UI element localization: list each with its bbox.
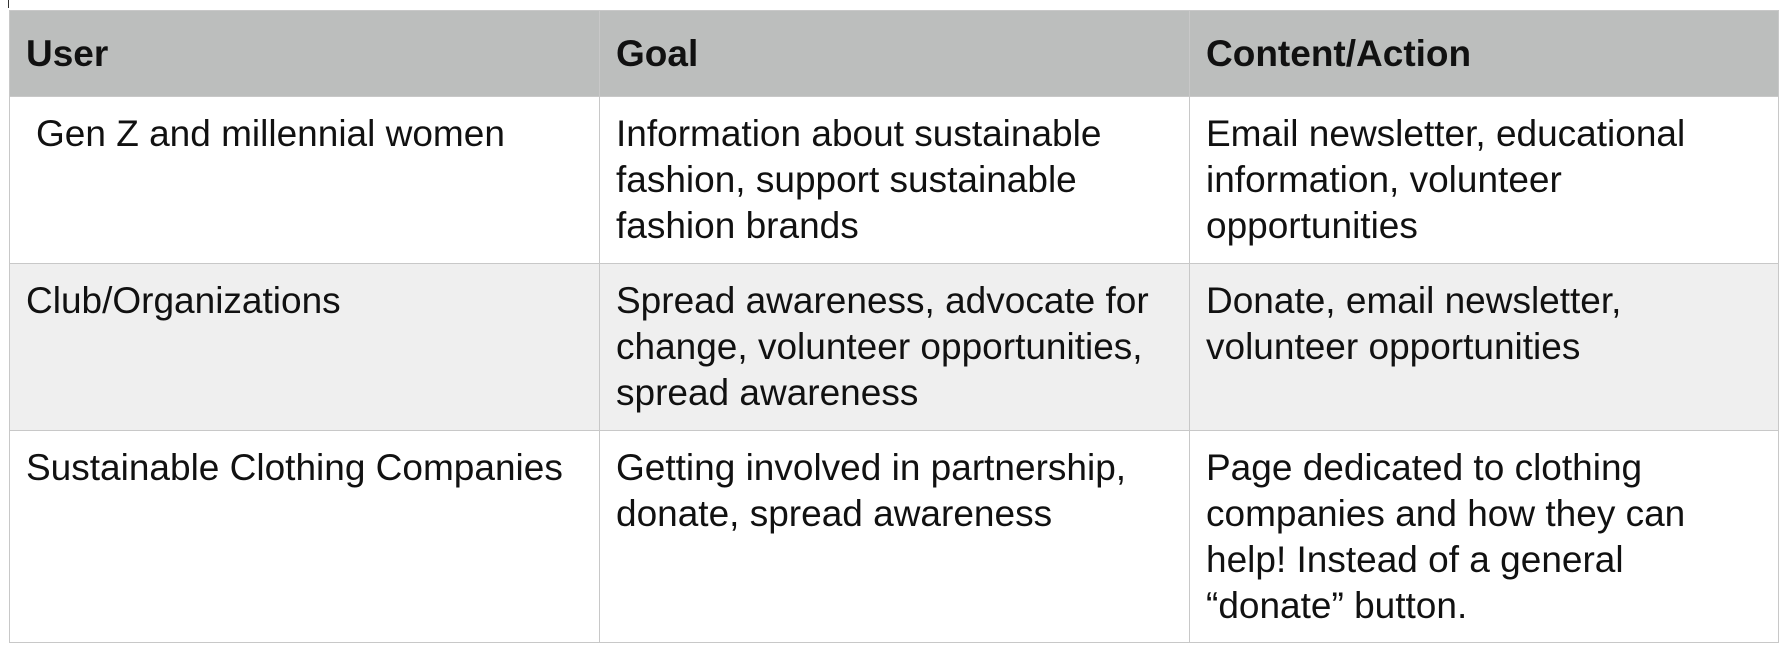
table-row: Gen Z and millennial women Information a… [9, 96, 1779, 264]
cell-content-action: Donate, email newsletter, volunteer oppo… [1189, 263, 1779, 431]
header-goal: Goal [599, 10, 1190, 97]
user-goals-table: User Goal Content/Action Gen Z and mille… [9, 10, 1779, 643]
text-cursor [8, 0, 9, 8]
header-content-action: Content/Action [1189, 10, 1779, 97]
cell-goal: Getting involved in partnership, donate,… [599, 430, 1190, 643]
table-header: User Goal Content/Action [9, 10, 1779, 97]
cell-goal: Information about sustainable fashion, s… [599, 96, 1190, 264]
cell-user: Sustainable Clothing Companies [9, 430, 600, 643]
cell-user-text: Gen Z and millennial women [36, 113, 505, 154]
cell-user: Gen Z and millennial women [9, 96, 600, 264]
table-row: Sustainable Clothing Companies Getting i… [9, 430, 1779, 643]
header-row: User Goal Content/Action [9, 10, 1779, 97]
table-row: Club/Organizations Spread awareness, adv… [9, 263, 1779, 431]
table-body: Gen Z and millennial women Information a… [9, 96, 1779, 643]
cell-content-action: Page dedicated to clothing companies and… [1189, 430, 1779, 643]
cell-content-action: Email newsletter, educational informatio… [1189, 96, 1779, 264]
cell-goal: Spread awareness, advocate for change, v… [599, 263, 1190, 431]
cell-user: Club/Organizations [9, 263, 600, 431]
header-user: User [9, 10, 600, 97]
